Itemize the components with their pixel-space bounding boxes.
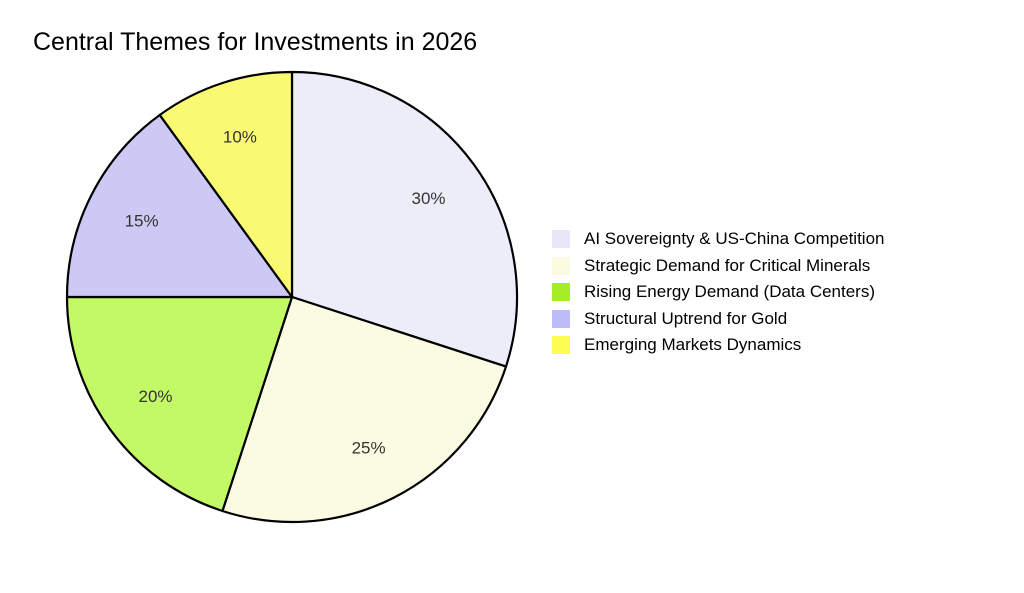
pie-slice-2 [221,295,508,524]
legend-label: Rising Energy Demand (Data Centers) [584,282,876,301]
pie-slice-5 [158,70,294,299]
slice-percent-label: 20% [138,387,172,406]
legend-item-4: Structural Uptrend for Gold [552,308,884,328]
legend-label: Emerging Markets Dynamics [584,335,802,354]
legend-item-2: Strategic Demand for Critical Minerals [552,255,884,275]
pie-slice-4 [65,113,294,299]
slice-percent-label: 10% [223,128,257,147]
chart-title: Central Themes for Investments in 2026 [33,28,478,56]
legend-item-1: AI Sovereignty & US-China Competition [552,230,884,248]
pie-slice-3 [65,295,294,513]
pie-slice-1 [290,70,519,368]
slice-percent-label: 15% [125,211,159,230]
legend-label: Strategic Demand for Critical Minerals [584,255,871,275]
legend-swatch [552,283,570,301]
legend-swatch [552,256,570,275]
legend-swatch [552,309,570,328]
legend-item-3: Rising Energy Demand (Data Centers) [552,283,884,301]
chart-legend: AI Sovereignty & US-China Competition Str… [552,230,884,354]
legend-swatch [552,230,570,248]
legend-swatch [552,336,570,354]
legend-label: Structural Uptrend for Gold [584,308,788,328]
slice-percent-label: 25% [352,438,386,457]
legend-item-5: Emerging Markets Dynamics [552,336,884,354]
slice-percent-label: 30% [411,189,445,208]
legend-label: AI Sovereignty & US-China Competition [584,229,885,248]
